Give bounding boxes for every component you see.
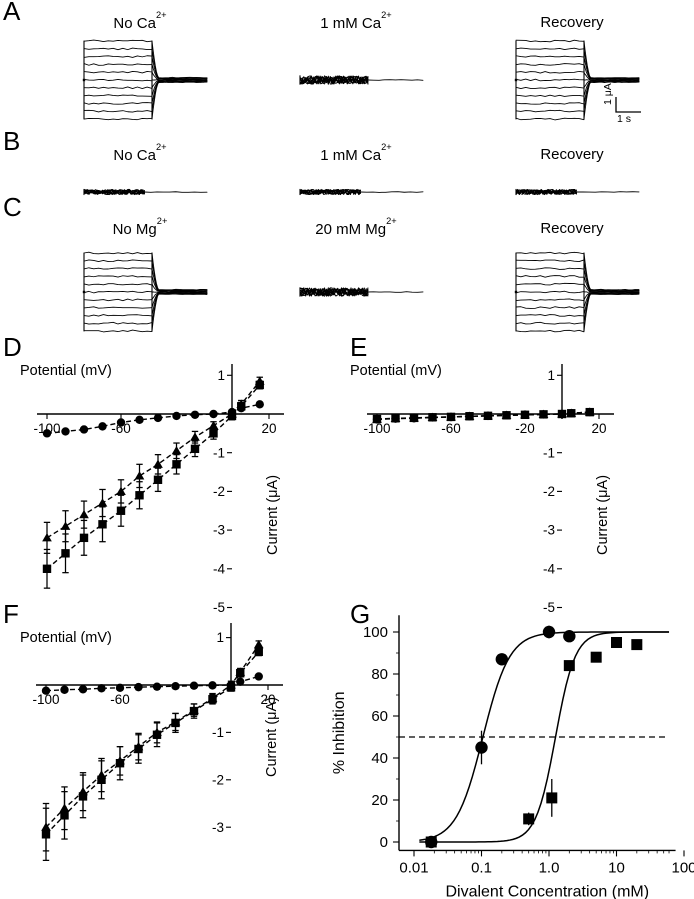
svg-text:-2: -2 bbox=[543, 484, 555, 499]
svg-text:-2: -2 bbox=[212, 772, 224, 787]
svg-text:40: 40 bbox=[371, 750, 388, 767]
svg-text:-20: -20 bbox=[515, 421, 535, 436]
svg-text:20: 20 bbox=[591, 421, 606, 436]
svg-text:-60: -60 bbox=[110, 692, 130, 707]
svg-text:-3: -3 bbox=[212, 820, 224, 835]
svg-text:20: 20 bbox=[371, 792, 388, 809]
svg-text:0.1: 0.1 bbox=[471, 859, 492, 876]
svg-text:Current (μA): Current (μA) bbox=[264, 697, 280, 777]
svg-text:-1: -1 bbox=[213, 445, 225, 460]
svg-text:Divalent Concentration (mM): Divalent Concentration (mM) bbox=[445, 883, 649, 899]
svg-text:-4: -4 bbox=[543, 561, 555, 576]
svg-text:0: 0 bbox=[380, 834, 388, 851]
svg-text:20: 20 bbox=[261, 421, 276, 436]
svg-text:-60: -60 bbox=[441, 421, 461, 436]
svg-text:1: 1 bbox=[216, 630, 224, 645]
svg-text:Potential (mV): Potential (mV) bbox=[20, 363, 112, 379]
svg-text:-1: -1 bbox=[212, 725, 224, 740]
svg-text:-3: -3 bbox=[543, 523, 555, 538]
svg-text:-3: -3 bbox=[213, 523, 225, 538]
svg-text:-1: -1 bbox=[543, 445, 555, 460]
svg-text:1: 1 bbox=[217, 368, 225, 383]
svg-text:% Inhibition: % Inhibition bbox=[331, 691, 348, 774]
svg-text:1.0: 1.0 bbox=[539, 859, 560, 876]
svg-text:60: 60 bbox=[371, 708, 388, 725]
svg-text:1: 1 bbox=[547, 368, 555, 383]
svg-text:Current (μA): Current (μA) bbox=[595, 475, 611, 555]
svg-text:0.01: 0.01 bbox=[399, 859, 428, 876]
svg-text:10: 10 bbox=[608, 859, 625, 876]
svg-text:-4: -4 bbox=[213, 561, 225, 576]
svg-text:100: 100 bbox=[363, 624, 388, 641]
svg-text:Potential (mV): Potential (mV) bbox=[350, 363, 442, 379]
svg-text:-2: -2 bbox=[213, 484, 225, 499]
svg-text:80: 80 bbox=[371, 666, 388, 683]
svg-text:Potential (mV): Potential (mV) bbox=[20, 630, 112, 646]
svg-text:100: 100 bbox=[671, 859, 694, 876]
svg-text:Current (μA): Current (μA) bbox=[265, 475, 281, 555]
